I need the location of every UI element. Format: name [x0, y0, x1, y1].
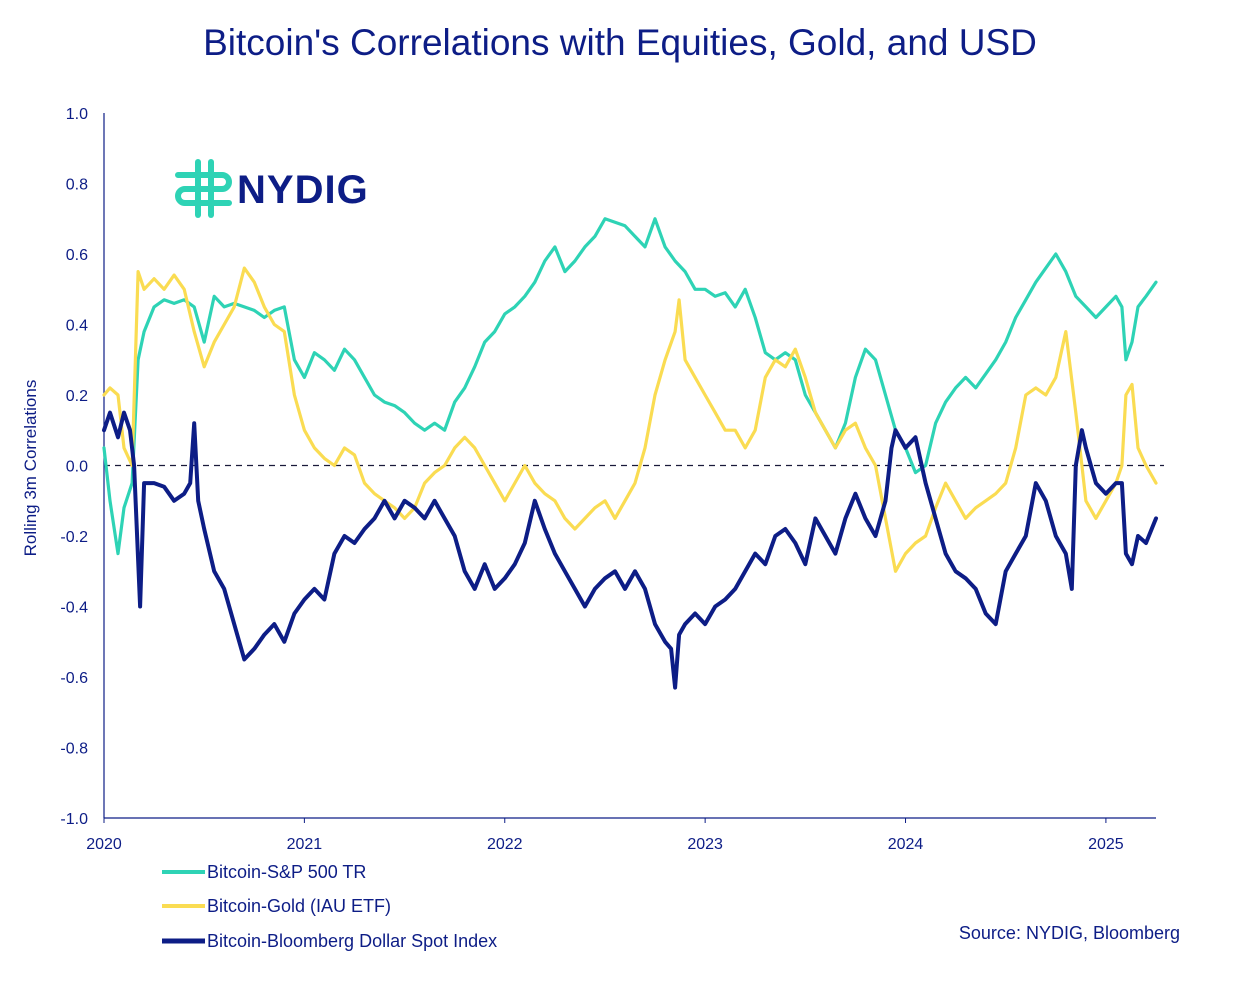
x-tick-label: 2022	[487, 836, 523, 853]
y-tick-label: 0.2	[66, 388, 88, 405]
x-tick-label: 2020	[86, 836, 122, 853]
legend-item-usd: Bitcoin-Bloomberg Dollar Spot Index	[162, 931, 497, 951]
y-tick-label: 0.4	[66, 318, 88, 335]
legend-label-sp500: Bitcoin-S&P 500 TR	[207, 862, 366, 882]
y-tick-label: -0.6	[60, 670, 88, 687]
y-tick-label: 0.8	[66, 177, 88, 194]
legend-label-gold: Bitcoin-Gold (IAU ETF)	[207, 896, 391, 916]
x-tick-label: 2021	[287, 836, 323, 853]
legend-item-sp500: Bitcoin-S&P 500 TR	[162, 862, 366, 882]
nydig-logo: NYDIG	[175, 159, 369, 218]
y-axis-label: Rolling 3m Correlations	[21, 380, 40, 557]
y-tick-label: 1.0	[66, 106, 88, 123]
y-tick-label: -1.0	[60, 811, 88, 828]
y-tick-label: -0.4	[60, 600, 88, 617]
legend-label-usd: Bitcoin-Bloomberg Dollar Spot Index	[207, 931, 497, 951]
x-tick-label: 2024	[888, 836, 924, 853]
y-tick-label: -0.2	[60, 529, 88, 546]
series-line-sp500	[102, 217, 1158, 556]
series-layer	[102, 217, 1158, 690]
legend-item-gold: Bitcoin-Gold (IAU ETF)	[162, 896, 391, 916]
nydig-logo-text: NYDIG	[237, 168, 369, 212]
axes	[103, 113, 1156, 819]
nydig-logo-mark	[175, 159, 232, 218]
chart-title: Bitcoin's Correlations with Equities, Go…	[203, 22, 1037, 63]
y-tick-label: -0.8	[60, 741, 88, 758]
series-line-gold	[102, 266, 1158, 573]
x-tick-label: 2025	[1088, 836, 1124, 853]
tick-labels: 1.0 0.8 0.6 0.4 0.2 0.0 -0.2 -0.4 -0.6 -0.8 -1.0 20…	[60, 106, 1123, 853]
y-tick-label: 0.6	[66, 247, 88, 264]
source-note: Source: NYDIG, Bloomberg	[959, 923, 1180, 943]
x-tick-label: 2023	[687, 836, 723, 853]
y-tick-label: 0.0	[66, 459, 88, 476]
series-line-usd	[102, 410, 1158, 690]
legend: Bitcoin-S&P 500 TR Bitcoin-Gold (IAU ETF…	[162, 862, 497, 951]
